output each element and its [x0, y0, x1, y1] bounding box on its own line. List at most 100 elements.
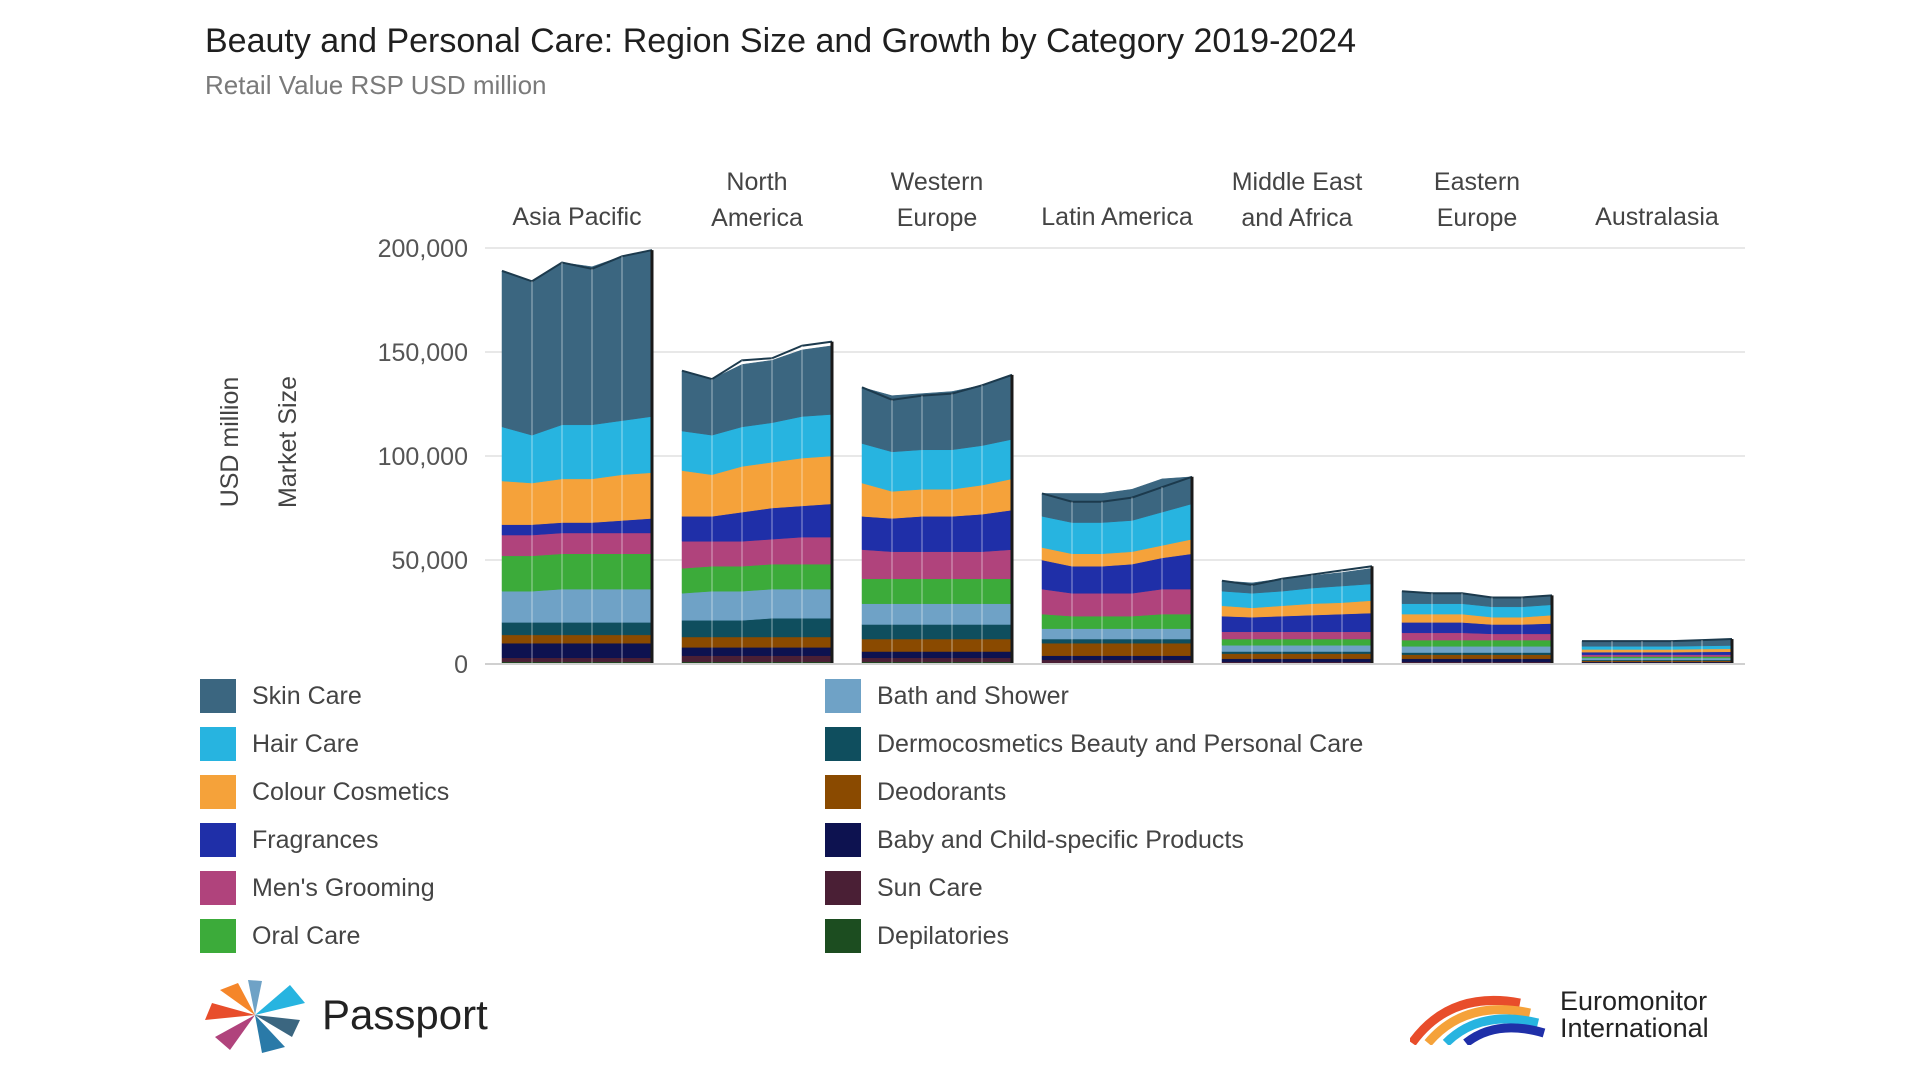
region-group: [681, 340, 834, 665]
legend-label: Fragrances: [252, 825, 379, 854]
area-segment: [681, 655, 833, 663]
area-segment: [1221, 651, 1373, 654]
region-top-line: [861, 373, 1013, 401]
area-segment: [1221, 638, 1373, 646]
euromonitor-logo: Euromonitor International: [1410, 985, 1709, 1045]
region-top-line: [501, 249, 653, 283]
area-segment: [501, 532, 653, 557]
region-top-line: [681, 340, 833, 381]
region-label: Europe: [897, 204, 978, 232]
area-segment: [1221, 631, 1373, 640]
legend-swatch: [200, 871, 236, 905]
chart-subtitle: Retail Value RSP USD million: [205, 70, 547, 100]
area-segment: [1041, 628, 1193, 640]
legend-item: Bath and Shower: [825, 672, 1500, 720]
chart-legend: Skin Care Hair Care Colour Cosmetics Fragra…: [200, 672, 1500, 972]
area-segment: [1401, 639, 1553, 647]
area-segment: [1221, 645, 1373, 652]
region-group: [1041, 475, 1194, 665]
area-segment: [1581, 657, 1733, 661]
passport-logo-text: Passport: [322, 991, 488, 1038]
legend-swatch: [200, 919, 236, 953]
legend-swatch: [200, 727, 236, 761]
legend-label: Depilatories: [877, 921, 1010, 950]
region-group: [501, 249, 654, 665]
y-tick-label: 50,000: [392, 547, 468, 575]
legend-swatch: [825, 823, 861, 857]
legend-swatch: [825, 919, 861, 953]
passport-logo-icon: [205, 980, 305, 1053]
region-group: [1581, 638, 1734, 665]
area-segment: [1401, 652, 1553, 655]
legend-label: Skin Care: [252, 681, 362, 710]
area-segment: [1581, 654, 1733, 657]
region-label: America: [711, 204, 803, 232]
region-label: Western: [891, 168, 984, 196]
region-label: and Africa: [1241, 204, 1352, 232]
y-axis-label: USD million: [216, 377, 244, 508]
area-segment: [1041, 638, 1193, 644]
region-top-line: [1401, 590, 1553, 599]
area-segment: [861, 549, 1013, 579]
area-segment: [861, 603, 1013, 625]
y-tick-label: 150,000: [378, 339, 468, 367]
y-tick-label: 100,000: [378, 443, 468, 471]
region-label: Latin America: [1041, 203, 1193, 231]
legend-label: Men's Grooming: [252, 873, 435, 902]
stacked-area-chart: 0 50,000 100,000 150,000 200,000 USD million M…: [216, 168, 1745, 679]
area-segment: [501, 553, 653, 592]
legend-item: Dermocosmetics Beauty and Personal Care: [825, 720, 1500, 768]
area-segment: [1401, 646, 1553, 653]
region-label: Eastern: [1434, 168, 1520, 196]
region-group: [1221, 565, 1374, 665]
area-segment: [1221, 653, 1373, 660]
legend-swatch: [200, 775, 236, 809]
legend-label: Baby and Child-specific Products: [877, 825, 1244, 854]
legend-swatch: [825, 871, 861, 905]
legend-item: Deodorants: [825, 768, 1500, 816]
area-segment: [1041, 655, 1193, 661]
y-tick-label: 200,000: [378, 235, 468, 263]
region-label: North: [726, 168, 787, 196]
area-segment: [501, 657, 653, 663]
legend-item: Depilatories: [825, 912, 1500, 960]
euromonitor-logo-icon: [1410, 996, 1546, 1045]
area-segment: [861, 657, 1013, 663]
legend-item: Skin Care: [200, 672, 825, 720]
area-segment: [861, 624, 1013, 640]
legend-swatch: [200, 679, 236, 713]
legend-swatch: [825, 679, 861, 713]
area-segment: [501, 634, 653, 644]
legend-swatch: [200, 823, 236, 857]
legend-label: Deodorants: [877, 777, 1007, 806]
region-label: Asia Pacific: [512, 203, 641, 231]
legend-item: Oral Care: [200, 912, 825, 960]
area-segment: [861, 651, 1013, 659]
area-segment: [501, 622, 653, 636]
region-label: Europe: [1437, 204, 1518, 232]
area-segment: [861, 638, 1013, 652]
euromonitor-logo-text: Euromonitor International: [1560, 988, 1709, 1042]
area-segment: [681, 588, 833, 621]
legend-label: Dermocosmetics Beauty and Personal Care: [877, 729, 1364, 758]
region-label: Middle East: [1232, 168, 1363, 196]
passport-logo: Passport: [200, 975, 488, 1055]
region-label: Australasia: [1595, 203, 1719, 231]
area-segment: [501, 642, 653, 659]
chart-title: Beauty and Personal Care: Region Size an…: [205, 22, 1357, 60]
legend-label: Oral Care: [252, 921, 361, 950]
legend-item: Men's Grooming: [200, 864, 825, 912]
area-segment: [1221, 658, 1373, 663]
area-segment: [681, 636, 833, 648]
legend-swatch: [825, 775, 861, 809]
region-group: [1401, 590, 1554, 665]
region-top-line: [1041, 475, 1193, 503]
area-segment: [501, 588, 653, 623]
legend-label: Colour Cosmetics: [252, 777, 450, 806]
region-top-line: [1582, 638, 1733, 643]
area-segment: [681, 647, 833, 656]
legend-label: Bath and Shower: [877, 681, 1069, 710]
area-segment: [1041, 642, 1193, 656]
area-segment: [861, 374, 1013, 453]
euromonitor-logo-line1: Euromonitor: [1560, 986, 1708, 1016]
